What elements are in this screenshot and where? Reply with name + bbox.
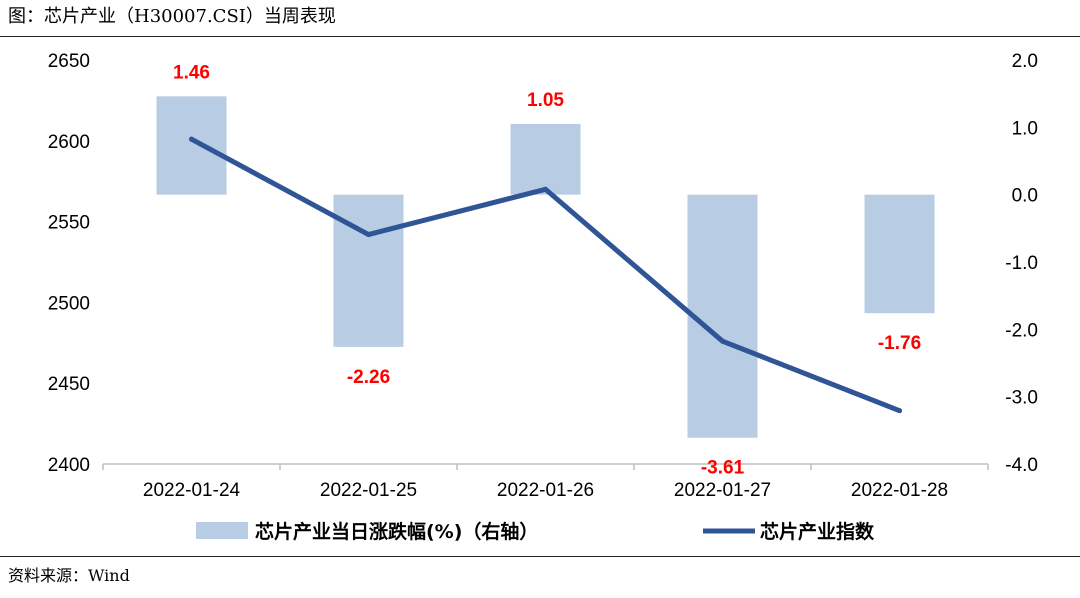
data-label: -2.26 bbox=[347, 367, 390, 388]
bar bbox=[687, 194, 758, 438]
bar bbox=[864, 194, 935, 314]
data-label: 1.46 bbox=[173, 62, 210, 83]
line-series bbox=[189, 136, 902, 414]
y-left-tick-label: 2450 bbox=[48, 374, 90, 395]
axes: 2022-01-24 2022-01-25 2022-01-26 2022-01-27… bbox=[48, 51, 1038, 501]
bar bbox=[156, 96, 227, 195]
legend: 芯片产业当日涨跌幅(%)（右轴） 芯片产业指数 bbox=[196, 520, 875, 543]
y-right-tick-label: -4.0 bbox=[1005, 455, 1038, 476]
bar bbox=[510, 123, 581, 195]
line-point bbox=[720, 338, 725, 344]
y-right-tick-label: 0.0 bbox=[1012, 186, 1038, 207]
line-point bbox=[543, 186, 548, 192]
y-right-tick-label: -2.0 bbox=[1005, 320, 1038, 341]
bar-series bbox=[156, 96, 935, 438]
data-label: 1.05 bbox=[527, 90, 564, 111]
chart-svg: 2022-01-24 2022-01-25 2022-01-26 2022-01-27… bbox=[48, 51, 1038, 543]
x-tick-label: 2022-01-28 bbox=[851, 480, 948, 501]
data-label: -3.61 bbox=[701, 458, 745, 479]
y-right-tick-label: -1.0 bbox=[1005, 253, 1038, 274]
line-point bbox=[897, 408, 902, 414]
y-left-tick-label: 2550 bbox=[48, 213, 90, 234]
y-left-tick-label: 2600 bbox=[48, 132, 90, 153]
y-right-tick-label: -3.0 bbox=[1005, 388, 1038, 409]
legend-bar-label: 芯片产业当日涨跌幅(%)（右轴） bbox=[255, 520, 538, 543]
chart-title: 图：芯片产业（H30007.CSI）当周表现 bbox=[8, 6, 336, 27]
bottom-divider bbox=[0, 556, 1080, 557]
x-tick-label: 2022-01-24 bbox=[143, 480, 241, 501]
x-tick-label: 2022-01-26 bbox=[497, 480, 594, 501]
x-tick-label: 2022-01-25 bbox=[320, 480, 417, 501]
data-labels: 1.46 -2.26 1.05 -3.61 -1.76 bbox=[173, 62, 921, 478]
y-right-tick-label: 2.0 bbox=[1012, 51, 1038, 72]
x-tick-label: 2022-01-27 bbox=[674, 480, 771, 501]
y-left-tick-label: 2400 bbox=[48, 455, 90, 476]
legend-line-label: 芯片产业指数 bbox=[760, 520, 875, 543]
top-divider bbox=[0, 36, 1080, 37]
y-left-tick-label: 2650 bbox=[48, 51, 90, 72]
line-point bbox=[189, 136, 194, 142]
bar bbox=[333, 194, 404, 347]
legend-bar-swatch bbox=[196, 522, 248, 539]
y-right-tick-label: 1.0 bbox=[1012, 118, 1038, 139]
data-label: -1.76 bbox=[878, 333, 921, 354]
y-left-tick-label: 2500 bbox=[48, 293, 90, 314]
line-point bbox=[366, 232, 371, 238]
source-note: 资料来源：Wind bbox=[8, 566, 130, 585]
